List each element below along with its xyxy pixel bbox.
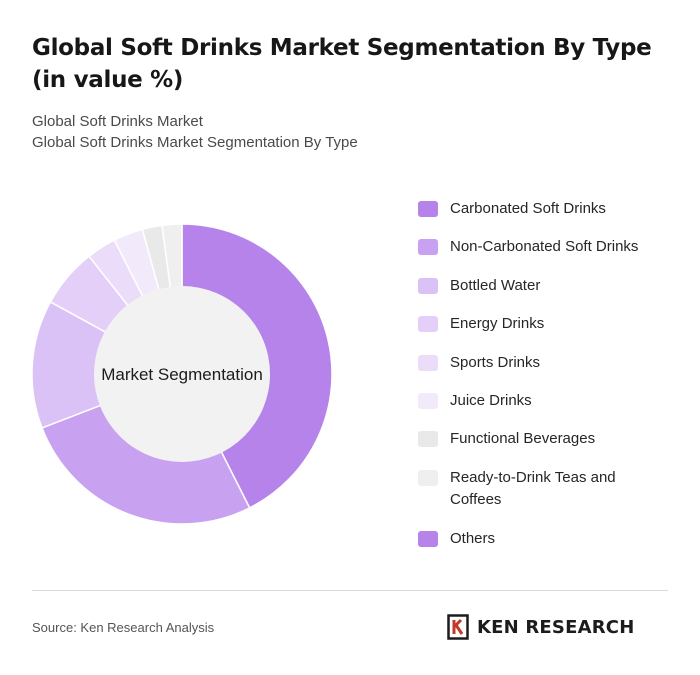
subtitle-market: Global Soft Drinks Market xyxy=(32,113,203,130)
legend-item: Juice Drinks xyxy=(418,390,665,412)
legend-label: Bottled Water xyxy=(450,277,541,294)
legend-swatch xyxy=(418,470,438,486)
legend-item: Energy Drinks xyxy=(418,313,665,335)
legend-label: Carbonated Soft Drinks xyxy=(450,200,606,217)
legend-item: Sports Drinks xyxy=(418,352,665,374)
logo-text: KEN RESEARCH xyxy=(477,616,635,638)
footer-divider xyxy=(32,590,668,591)
legend-label: Functional Beverages xyxy=(450,430,596,447)
source-note: Source: Ken Research Analysis xyxy=(32,620,215,635)
subtitle-segmentation: Global Soft Drinks Market Segmentation B… xyxy=(32,134,358,151)
legend-label: Non-Carbonated Soft Drinks xyxy=(450,238,639,255)
legend-item: Carbonated Soft Drinks xyxy=(418,198,665,220)
legend-item: Ready-to-Drink Teas and Coffees xyxy=(418,467,665,511)
ken-research-logo: KEN RESEARCH xyxy=(447,614,634,640)
legend-swatch xyxy=(418,201,438,217)
legend-item: Functional Beverages xyxy=(418,428,665,450)
legend-swatch xyxy=(418,393,438,409)
legend-label: Others xyxy=(450,530,496,547)
donut-chart: Market Segmentation xyxy=(31,223,333,525)
legend-label: Juice Drinks xyxy=(450,392,532,409)
legend-swatch xyxy=(418,278,438,294)
legend-item: Others xyxy=(418,528,665,550)
legend-item: Bottled Water xyxy=(418,275,665,297)
legend-item: Non-Carbonated Soft Drinks xyxy=(418,236,665,258)
ken-research-logo-icon xyxy=(447,614,469,640)
donut-hole xyxy=(94,286,270,462)
legend-label: Sports Drinks xyxy=(450,354,541,371)
legend-label: Energy Drinks xyxy=(450,315,545,332)
legend-swatch xyxy=(418,531,438,547)
legend-label: Ready-to-Drink Teas and Coffees xyxy=(450,469,616,508)
chart-title: Global Soft Drinks Market Segmentation B… xyxy=(32,35,652,93)
legend-swatch xyxy=(418,355,438,371)
legend-swatch xyxy=(418,316,438,332)
center-label: Market Segmentation xyxy=(101,365,263,384)
legend-swatch xyxy=(418,239,438,255)
legend-swatch xyxy=(418,431,438,447)
